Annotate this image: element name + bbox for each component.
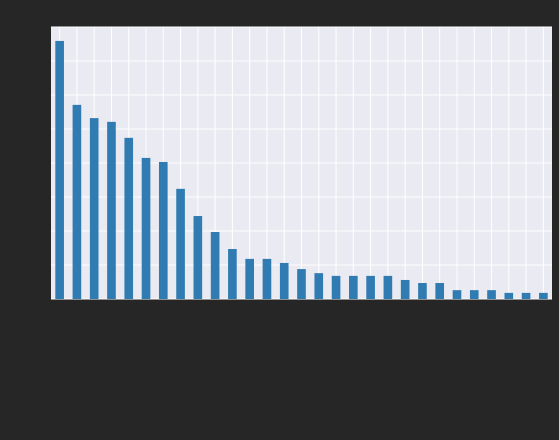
y-tick-label: 0 <box>39 294 45 305</box>
bar <box>314 273 324 299</box>
y-tick-label: 1 <box>39 260 45 271</box>
bar <box>366 275 375 299</box>
bar <box>539 292 548 299</box>
y-tick-label: 3 <box>39 192 45 203</box>
y-tick-label: 6 <box>39 90 45 101</box>
bar <box>521 292 531 299</box>
bar <box>452 290 462 299</box>
y-tick-label: 8 <box>39 22 45 33</box>
bar <box>158 161 168 299</box>
bar <box>210 232 220 299</box>
bar <box>349 275 358 299</box>
bar <box>176 188 185 299</box>
bar <box>331 275 341 299</box>
y-tick-label: 5 <box>39 124 45 135</box>
y-tick-label: 7 <box>39 56 45 67</box>
bar <box>107 121 116 299</box>
y-tick-label: 4 <box>39 158 45 169</box>
bar <box>262 258 272 299</box>
bar <box>141 157 151 299</box>
bar <box>435 283 445 299</box>
bar <box>89 118 99 300</box>
y-tick-label: 2 <box>39 226 45 237</box>
bar <box>245 258 254 299</box>
bar <box>193 216 203 299</box>
bar <box>400 279 410 299</box>
bar <box>279 262 289 299</box>
bar <box>228 249 237 299</box>
bar <box>383 275 393 299</box>
bar <box>487 290 496 299</box>
bar <box>418 283 427 299</box>
bar <box>55 40 64 299</box>
bar <box>297 269 306 299</box>
bar <box>124 137 134 299</box>
bar <box>72 104 82 299</box>
bar <box>469 290 479 299</box>
bar <box>504 292 514 299</box>
